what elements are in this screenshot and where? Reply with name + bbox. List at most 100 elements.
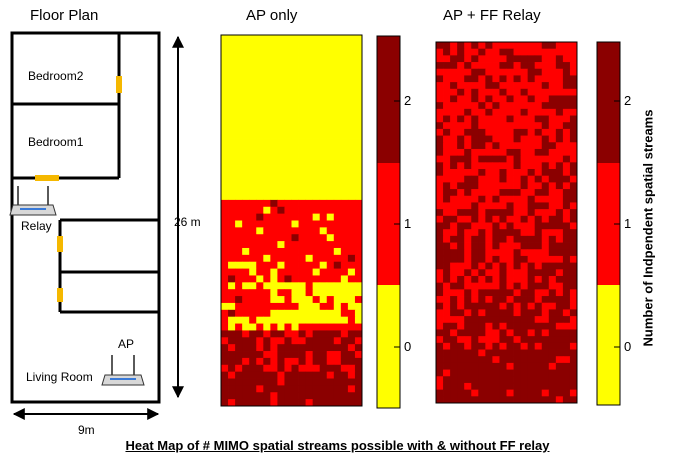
heatmap-cell <box>506 396 514 404</box>
heatmap-cell <box>499 309 507 317</box>
heatmap-cell <box>249 103 257 111</box>
heatmap-cell <box>340 275 349 283</box>
heatmap-cell <box>263 364 271 373</box>
heatmap-cell <box>347 378 356 386</box>
heatmap-cell <box>305 344 314 352</box>
heatmap-cell <box>340 48 349 57</box>
heatmap-cell <box>562 55 571 63</box>
heatmap-cell <box>235 103 243 111</box>
heatmap-cell <box>548 242 557 250</box>
heatmap-cell <box>235 268 243 276</box>
heatmap-cell <box>291 76 299 84</box>
heatmap-cell <box>450 336 458 344</box>
heatmap-cell <box>443 302 451 310</box>
heatmap-cell <box>305 186 314 194</box>
heatmap-cell <box>541 215 550 223</box>
heatmap-cell <box>569 222 578 230</box>
heatmap-cell <box>569 175 578 183</box>
heatmap-cell <box>263 179 271 187</box>
heatmap-cell <box>569 82 578 90</box>
heatmap-cell <box>235 179 243 187</box>
heatmap-cell <box>249 357 257 366</box>
heatmap-cell <box>319 117 328 125</box>
heatmap-cell <box>291 151 299 160</box>
heatmap-cell <box>555 189 564 197</box>
heatmap-cell <box>228 309 236 318</box>
heatmap-cell <box>354 158 363 166</box>
heatmap-cell <box>242 268 250 276</box>
heatmap-cell <box>263 316 271 324</box>
heatmap-cell <box>256 186 264 194</box>
heatmap-cell <box>270 103 278 111</box>
heatmap-cell <box>443 55 451 63</box>
heatmap-cell <box>347 364 356 373</box>
heatmap-cell <box>450 296 458 304</box>
colorbar1-tick-0: 0 <box>404 339 412 354</box>
heatmap-cell <box>506 255 514 264</box>
floor-plan-title: Floor Plan <box>30 7 99 24</box>
heatmap-cell <box>228 62 236 70</box>
heatmap-cell <box>312 241 321 249</box>
heatmap-cell <box>562 229 571 237</box>
heatmap-cell <box>478 396 486 404</box>
heatmap-cell <box>326 357 335 366</box>
heatmap-cell <box>305 357 314 366</box>
heatmap-cell <box>228 227 236 235</box>
heatmap-cell <box>354 268 363 276</box>
heatmap-cell <box>263 323 271 331</box>
heatmap-cell <box>569 336 578 344</box>
heatmap-cell <box>436 175 444 183</box>
heatmap-cell <box>333 254 342 263</box>
heatmap-cell <box>235 337 243 345</box>
heatmap-cell <box>534 135 543 143</box>
heatmap-cell <box>457 169 465 177</box>
heatmap-cell <box>242 124 250 132</box>
heatmap-cell <box>277 48 285 57</box>
heatmap-cell <box>555 62 564 70</box>
heatmap-cell <box>291 179 299 187</box>
heatmap-cell <box>242 199 250 208</box>
heatmap-cell <box>457 302 465 310</box>
heatmap-cell <box>513 102 521 110</box>
heatmap-cell <box>562 195 571 203</box>
heatmap-cell <box>221 48 229 57</box>
heatmap-cell <box>354 55 363 63</box>
heatmap-cell <box>312 83 321 91</box>
heatmap-cell <box>249 220 257 228</box>
heatmap-cell <box>443 362 451 370</box>
heatmap-cell <box>471 336 479 344</box>
heatmap-cell <box>291 213 299 221</box>
relay-label: Relay <box>21 219 52 233</box>
heatmap-cell <box>228 103 236 111</box>
heatmap-cell <box>513 249 521 257</box>
heatmap-cell <box>354 220 363 228</box>
heatmap-cell <box>562 135 571 143</box>
heatmap-cell <box>569 342 578 350</box>
heatmap-cell <box>485 82 493 90</box>
heatmap-cell <box>277 330 285 338</box>
heatmap-cell <box>228 35 236 43</box>
heatmap-cell <box>270 41 278 50</box>
heatmap-cell <box>520 349 529 357</box>
heatmap-cell <box>340 371 349 379</box>
heatmap-cell <box>534 269 543 277</box>
heatmap-cell <box>569 356 578 364</box>
heatmap-cell <box>347 138 356 146</box>
heatmap-cell <box>506 48 514 56</box>
heatmap-cell <box>436 222 444 230</box>
heatmap-cell <box>263 158 271 166</box>
heatmap-cell <box>228 83 236 91</box>
heatmap-cell <box>457 342 465 350</box>
heatmap-cell <box>464 62 472 70</box>
heatmap-cell <box>527 389 536 397</box>
heatmap-cell <box>326 399 335 407</box>
heatmap-cell <box>298 371 306 379</box>
heatmap-cell <box>284 261 292 269</box>
heatmap-cell <box>548 296 557 304</box>
heatmap-cell <box>450 88 458 96</box>
heatmap-cell <box>242 227 250 235</box>
heatmap-cell <box>291 247 299 256</box>
heatmap-cell <box>319 371 328 379</box>
heatmap-cell <box>284 131 292 139</box>
